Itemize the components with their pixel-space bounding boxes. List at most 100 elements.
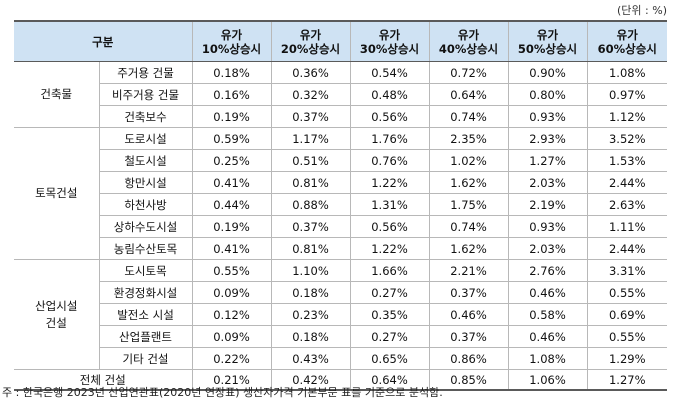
value-cell: 1.27% (507, 149, 588, 172)
value-cell: 0.64% (428, 83, 509, 106)
value-cell: 0.25% (191, 149, 272, 172)
value-cell: 2.03% (507, 237, 588, 260)
value-cell: 0.59% (191, 127, 272, 150)
row-label: 도로시설 (98, 127, 193, 150)
row-label: 농림수산토목 (99, 237, 193, 260)
value-cell: 0.97% (586, 83, 668, 106)
row-label: 하천사방 (99, 193, 193, 216)
group-label: 산업시설 건설 (14, 259, 100, 370)
row-label: 산업플랜트 (99, 325, 193, 348)
value-cell: 1.11% (586, 215, 668, 238)
header-col-60: 유가 60%상승시 (586, 20, 668, 62)
table-row: 건축보수 0.19% 0.37% 0.56% 0.74% 0.93% 1.12% (14, 105, 668, 128)
table-row: 철도시설 0.25% 0.51% 0.76% 1.02% 1.27% 1.53% (14, 149, 668, 172)
value-cell: 1.62% (428, 171, 509, 194)
value-cell: 1.17% (270, 127, 351, 150)
value-cell: 0.80% (507, 83, 588, 106)
value-cell: 0.37% (270, 105, 351, 128)
value-cell: 2.44% (586, 237, 668, 260)
value-cell: 1.75% (428, 193, 509, 216)
total-value-cell: 1.27% (586, 369, 668, 391)
value-cell: 0.23% (270, 303, 351, 326)
value-cell: 1.66% (349, 259, 430, 282)
value-cell: 1.10% (270, 259, 351, 282)
value-cell: 1.12% (586, 105, 668, 128)
value-cell: 0.37% (428, 281, 509, 304)
footnote: 주 : 한국은행 2023년 산업연관표(2020년 연장표) 생산자가격 기본… (2, 386, 443, 399)
value-cell: 0.69% (586, 303, 668, 326)
value-cell: 0.37% (428, 325, 509, 348)
value-cell: 2.44% (586, 171, 668, 194)
value-cell: 1.22% (349, 237, 430, 260)
row-label: 주거용 건물 (98, 61, 193, 84)
value-cell: 0.74% (428, 105, 509, 128)
value-cell: 0.48% (349, 83, 430, 106)
table-row: 건축물 주거용 건물 0.18% 0.36% 0.54% 0.72% 0.90% 1.08% (14, 61, 668, 128)
value-cell: 2.21% (428, 259, 509, 282)
value-cell: 0.12% (191, 303, 272, 326)
table-row: 비주거용 건물 0.16% 0.32% 0.48% 0.64% 0.80% 0.97% (14, 83, 668, 106)
value-cell: 2.63% (586, 193, 668, 216)
table-header-row: 구분 유가 10%상승시 유가 20%상승시 유가 30%상승시 유가 40%상승시 유… (14, 20, 668, 62)
table-row: 하천사방 0.44% 0.88% 1.31% 1.75% 2.19% 2.63% (14, 193, 668, 216)
value-cell: 0.55% (191, 259, 272, 282)
value-cell: 0.18% (270, 325, 351, 348)
value-cell: 0.65% (349, 347, 430, 370)
value-cell: 0.22% (191, 347, 272, 370)
value-cell: 0.43% (270, 347, 351, 370)
value-cell: 1.76% (349, 127, 430, 150)
value-cell: 0.81% (270, 237, 351, 260)
value-cell: 0.76% (349, 149, 430, 172)
oil-price-impact-table: 구분 유가 10%상승시 유가 20%상승시 유가 30%상승시 유가 40%상승시 유… (14, 20, 668, 391)
value-cell: 0.36% (270, 61, 351, 84)
value-cell: 1.22% (349, 171, 430, 194)
total-value-cell: 0.21% (191, 369, 272, 391)
row-label: 환경정화시설 (99, 281, 193, 304)
unit-label: (단위 : %) (617, 4, 667, 17)
value-cell: 2.76% (507, 259, 588, 282)
header-col-30: 유가 30%상승시 (349, 20, 430, 62)
value-cell: 1.53% (586, 149, 668, 172)
header-col-20: 유가 20%상승시 (270, 20, 351, 62)
value-cell: 0.46% (428, 303, 509, 326)
value-cell: 0.46% (507, 325, 588, 348)
row-label: 항만시설 (99, 171, 193, 194)
value-cell: 1.62% (428, 237, 509, 260)
total-row: 전체 건설 0.21% 0.42% 0.64% 0.85% 1.06% 1.27% (14, 369, 668, 391)
value-cell: 0.93% (507, 105, 588, 128)
value-cell: 0.56% (349, 105, 430, 128)
value-cell: 0.86% (428, 347, 509, 370)
total-value-cell: 0.64% (349, 369, 430, 391)
value-cell: 0.88% (270, 193, 351, 216)
row-label: 상하수도시설 (99, 215, 193, 238)
value-cell: 0.93% (507, 215, 588, 238)
total-value-cell: 0.85% (428, 369, 509, 391)
table-row: 상하수도시설 0.19% 0.37% 0.56% 0.74% 0.93% 1.11% (14, 215, 668, 238)
value-cell: 0.56% (349, 215, 430, 238)
value-cell: 1.08% (507, 347, 588, 370)
value-cell: 1.02% (428, 149, 509, 172)
value-cell: 0.55% (586, 281, 668, 304)
table-body: 건축물 주거용 건물 0.18% 0.36% 0.54% 0.72% 0.90% 1.08% 비… (14, 61, 668, 391)
total-label: 전체 건설 (14, 369, 193, 391)
group-label: 건축물 (14, 61, 100, 128)
value-cell: 1.08% (586, 61, 668, 84)
value-cell: 0.18% (191, 61, 272, 84)
table-row: 산업플랜트 0.09% 0.18% 0.27% 0.37% 0.46% 0.55% (14, 325, 668, 348)
value-cell: 0.19% (191, 215, 272, 238)
total-value-cell: 1.06% (507, 369, 588, 391)
value-cell: 1.29% (586, 347, 668, 370)
value-cell: 0.41% (191, 171, 272, 194)
value-cell: 0.27% (349, 325, 430, 348)
value-cell: 0.74% (428, 215, 509, 238)
value-cell: 0.90% (507, 61, 588, 84)
row-label: 건축보수 (99, 105, 193, 128)
value-cell: 0.32% (270, 83, 351, 106)
value-cell: 0.54% (349, 61, 430, 84)
header-category: 구분 (14, 20, 193, 62)
header-col-40: 유가 40%상승시 (428, 20, 509, 62)
row-label: 발전소 시설 (99, 303, 193, 326)
table-row: 토목건설 도로시설 0.59% 1.17% 1.76% 2.35% 2.93% 3.52% (14, 127, 668, 260)
value-cell: 2.19% (507, 193, 588, 216)
value-cell: 0.37% (270, 215, 351, 238)
